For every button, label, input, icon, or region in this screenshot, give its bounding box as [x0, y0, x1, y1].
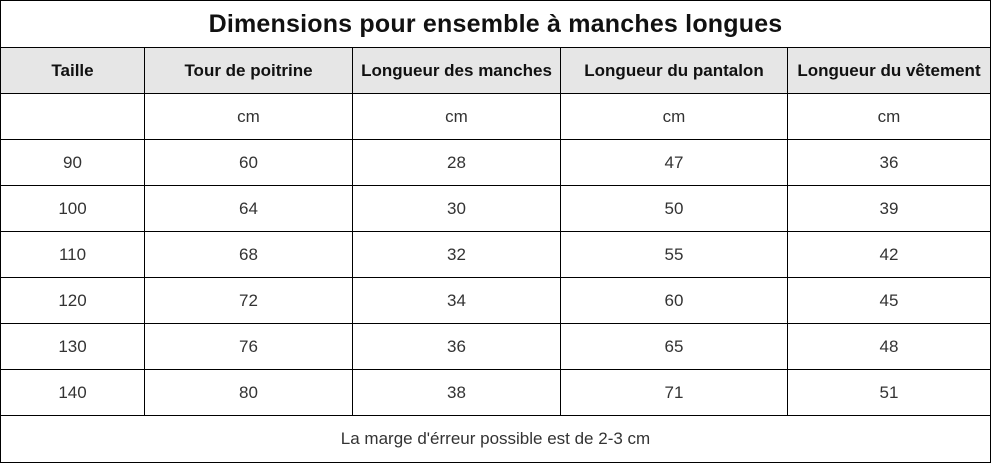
table-row: 140 80 38 71 51 — [1, 370, 990, 416]
pants-cell: 55 — [561, 232, 788, 277]
column-header-sleeve-length: Longueur des manches — [353, 48, 561, 93]
pants-cell: 47 — [561, 140, 788, 185]
unit-cell: cm — [877, 106, 901, 126]
sleeve-cell: 30 — [353, 186, 561, 231]
table-row: 110 68 32 55 42 — [1, 232, 990, 278]
table-row: 90 60 28 47 36 — [1, 140, 990, 186]
pants-cell: 60 — [561, 278, 788, 323]
chest-cell: 76 — [145, 324, 353, 369]
pants-cell: 65 — [561, 324, 788, 369]
error-margin-note: La marge d'érreur possible est de 2-3 cm — [340, 428, 651, 448]
chest-cell: 80 — [145, 370, 353, 415]
unit-cell: cm — [353, 94, 561, 139]
table-header-row: Taille Tour de poitrine Longueur des man… — [1, 48, 990, 94]
chest-cell: 64 — [145, 186, 353, 231]
sleeve-cell: 38 — [353, 370, 561, 415]
units-row: cm cm cm cm — [1, 94, 990, 140]
chest-cell: 72 — [145, 278, 353, 323]
garment-cell: 42 — [879, 244, 899, 264]
unit-cell: cm — [561, 94, 788, 139]
sleeve-cell: 28 — [353, 140, 561, 185]
garment-cell: 48 — [879, 336, 899, 356]
chest-cell: 60 — [145, 140, 353, 185]
sleeve-cell: 34 — [353, 278, 561, 323]
pants-cell: 71 — [561, 370, 788, 415]
column-header-chest: Tour de poitrine — [145, 48, 353, 93]
unit-cell: cm — [145, 94, 353, 139]
size-cell: 120 — [1, 278, 145, 323]
size-cell: 140 — [1, 370, 145, 415]
pants-cell: 50 — [561, 186, 788, 231]
garment-cell: 51 — [879, 382, 899, 402]
column-header-pants-length: Longueur du pantalon — [561, 48, 788, 93]
size-cell: 90 — [1, 140, 145, 185]
sleeve-cell: 36 — [353, 324, 561, 369]
table-row: 100 64 30 50 39 — [1, 186, 990, 232]
table-row: 120 72 34 60 45 — [1, 278, 990, 324]
size-cell: 130 — [1, 324, 145, 369]
column-header-garment-length: Longueur du vêtement — [797, 60, 981, 80]
column-header-size: Taille — [1, 48, 145, 93]
chest-cell: 68 — [145, 232, 353, 277]
garment-cell: 36 — [879, 152, 899, 172]
size-cell: 110 — [1, 232, 145, 277]
sleeve-cell: 32 — [353, 232, 561, 277]
garment-cell: 39 — [879, 198, 899, 218]
size-cell: 100 — [1, 186, 145, 231]
unit-cell — [1, 94, 145, 139]
garment-cell: 45 — [879, 290, 899, 310]
table-title: Dimensions pour ensemble à manches longu… — [1, 1, 990, 48]
table-row: 130 76 36 65 48 — [1, 324, 990, 370]
